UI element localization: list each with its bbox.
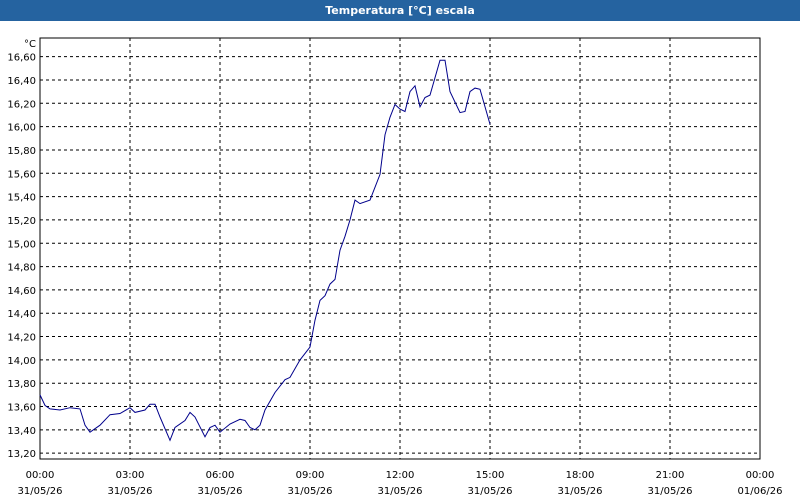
y-tick-label: 14,80	[7, 263, 36, 274]
data-line	[39, 59, 491, 442]
x-tick-date: 31/05/26	[648, 486, 693, 497]
y-unit: °C	[24, 39, 36, 50]
y-tick-label: 16,00	[7, 123, 36, 134]
x-tick-label: 00:00	[746, 470, 775, 481]
chart-title: Temperatura [°C] escala	[325, 4, 475, 17]
y-tick-label: 15,40	[7, 193, 36, 204]
x-tick-label: 03:00	[116, 470, 145, 481]
title-bar	[0, 0, 800, 21]
x-tick-label: 12:00	[386, 470, 415, 481]
y-tick-label: 13,60	[7, 403, 36, 414]
x-tick-date: 31/05/26	[108, 486, 153, 497]
x-tick-date: 31/05/26	[468, 486, 513, 497]
x-tick-label: 18:00	[566, 470, 595, 481]
x-tick-label: 09:00	[296, 470, 325, 481]
y-tick-label: 15,00	[7, 239, 36, 250]
x-tick-date: 31/05/26	[288, 486, 333, 497]
y-tick-label: 16,20	[7, 99, 36, 110]
y-tick-label: 14,20	[7, 333, 36, 344]
x-tick-label: 21:00	[656, 470, 685, 481]
y-tick-label: 13,80	[7, 379, 36, 390]
y-tick-label: 13,20	[7, 449, 36, 460]
y-tick-label: 15,80	[7, 146, 36, 157]
y-tick-label: 14,00	[7, 356, 36, 367]
x-tick-date: 31/05/26	[198, 486, 243, 497]
x-tick-date: 31/05/26	[558, 486, 603, 497]
y-tick-label: 13,40	[7, 426, 36, 437]
y-tick-label: 15,20	[7, 216, 36, 227]
x-tick-label: 15:00	[476, 470, 505, 481]
y-tick-label: 14,60	[7, 286, 36, 297]
x-tick-label: 06:00	[206, 470, 235, 481]
y-tick-label: 16,60	[7, 53, 36, 64]
y-tick-label: 14,40	[7, 309, 36, 320]
x-tick-date: 31/05/26	[378, 486, 423, 497]
y-tick-label: 15,60	[7, 169, 36, 180]
y-tick-label: 16,40	[7, 76, 36, 87]
x-tick-date: 01/06/26	[738, 486, 783, 497]
x-tick-label: 00:00	[26, 470, 55, 481]
x-tick-date: 31/05/26	[18, 486, 63, 497]
